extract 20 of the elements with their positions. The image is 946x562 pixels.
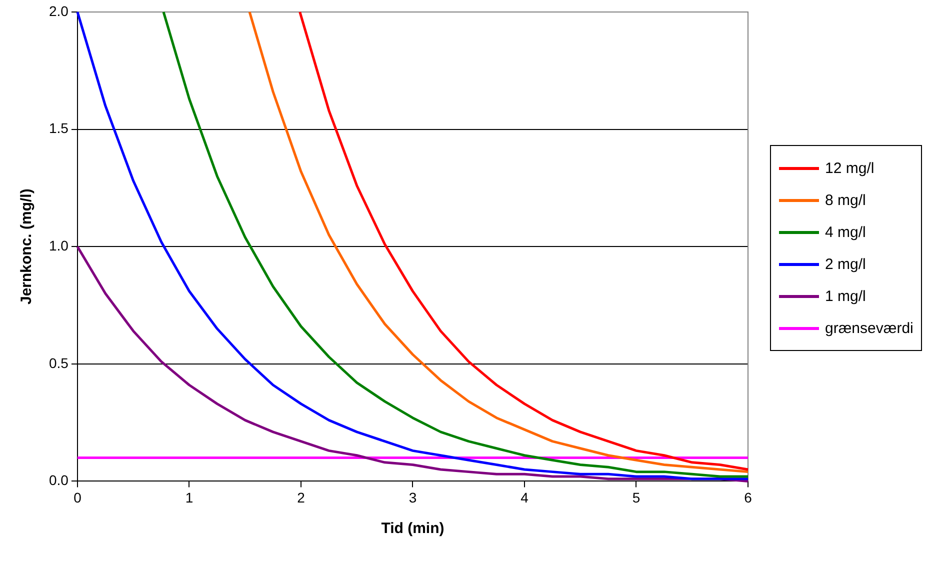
legend-label: 2 mg/l — [825, 256, 866, 272]
legend-label: 1 mg/l — [825, 288, 866, 304]
y-tick-label: 1.0 — [48, 237, 69, 254]
y-tick-label: 0.0 — [48, 472, 69, 488]
x-axis-title: Tid (min) — [381, 520, 444, 538]
legend-label: 12 mg/l — [825, 160, 874, 176]
y-tick-label: 0.5 — [48, 354, 69, 371]
x-tick-label: 1 — [185, 489, 194, 506]
y-tick-label: 1.5 — [48, 120, 69, 136]
legend-label: 8 mg/l — [825, 192, 866, 208]
y-tick-label: 2.0 — [48, 2, 69, 19]
x-tick-label: 4 — [520, 489, 529, 506]
x-tick-label: 0 — [74, 489, 82, 506]
legend-label: 4 mg/l — [825, 224, 866, 240]
legend-label: grænseværdi — [825, 320, 914, 336]
x-tick-label: 2 — [297, 489, 306, 506]
x-tick-label: 6 — [744, 489, 752, 506]
y-axis-title: Jernkonc. (mg/l) — [18, 188, 36, 305]
x-tick-label: 3 — [408, 489, 417, 506]
x-tick-label: 5 — [632, 489, 640, 506]
